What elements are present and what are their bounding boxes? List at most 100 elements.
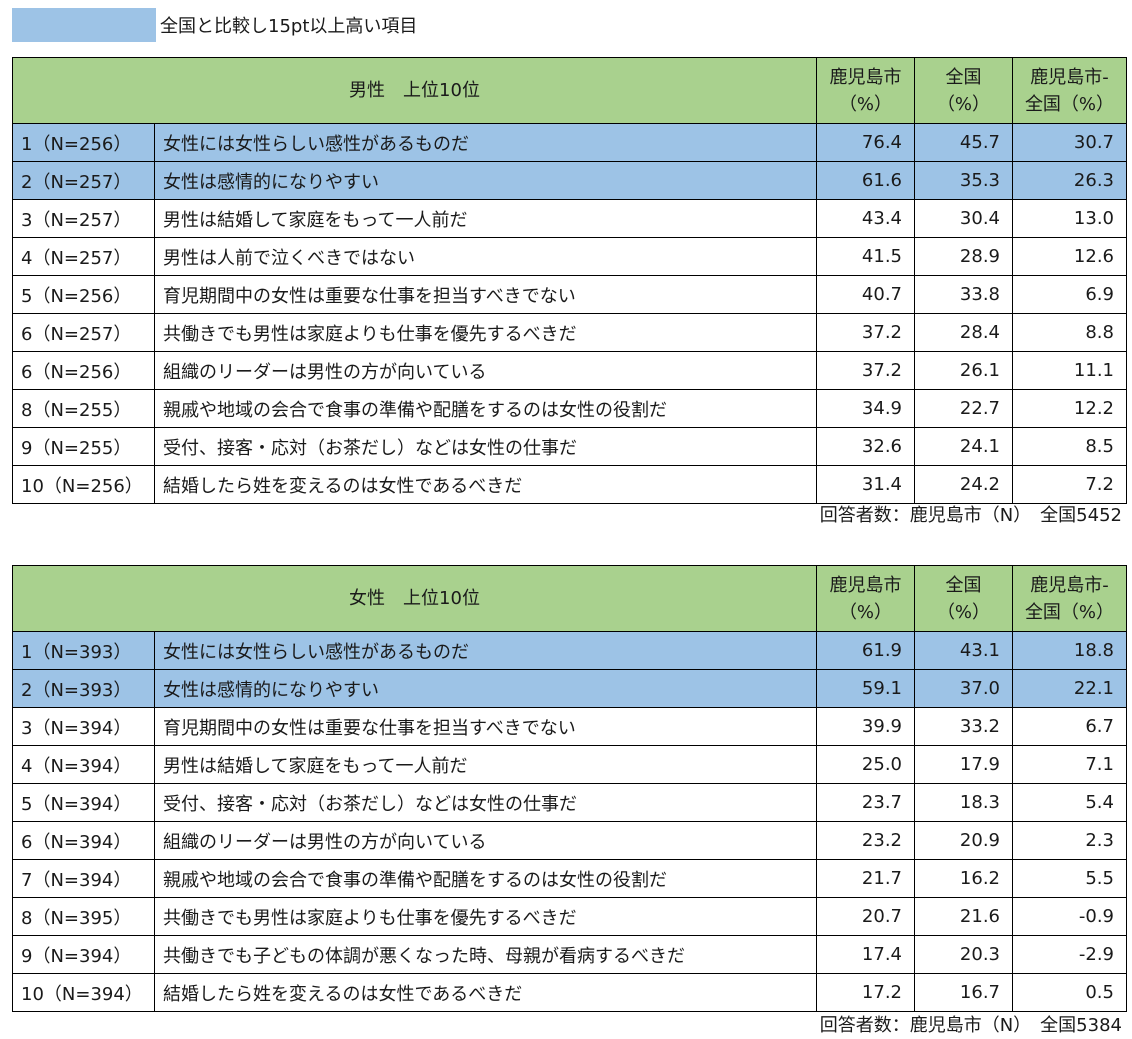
table-body: 1（N=256） 女性には女性らしい感性があるものだ 76.4 45.7 30.7 2（N… — [12, 123, 1127, 504]
header-diff: 鹿児島市- 全国（%） — [1012, 57, 1127, 124]
diff-value-cell: 6.9 — [1012, 275, 1127, 314]
item-cell: 男性は結婚して家庭をもって一人前だ — [154, 199, 817, 238]
rank-cell: 6（N=394） — [12, 821, 155, 860]
item-cell: 受付、接客・応対（お茶だし）などは女性の仕事だ — [154, 783, 817, 822]
table-title: 男性 上位10位 — [12, 57, 817, 124]
legend-text: 全国と比較し15pt以上高い項目 — [160, 16, 418, 37]
diff-value-cell: 5.5 — [1012, 859, 1127, 898]
item-cell: 受付、接客・応対（お茶だし）などは女性の仕事だ — [154, 427, 817, 466]
city-value-cell: 43.4 — [816, 199, 915, 238]
diff-value-cell: 5.4 — [1012, 783, 1127, 822]
table-row: 6（N=257） 共働きでも男性は家庭よりも仕事を優先するべきだ 37.2 28.4 8… — [12, 313, 1127, 352]
rank-cell: 4（N=257） — [12, 237, 155, 276]
national-value-cell: 28.4 — [914, 313, 1013, 352]
national-value-cell: 28.9 — [914, 237, 1013, 276]
item-cell: 女性には女性らしい感性があるものだ — [154, 631, 817, 670]
national-value-cell: 24.1 — [914, 427, 1013, 466]
item-cell: 男性は結婚して家庭をもって一人前だ — [154, 745, 817, 784]
item-cell: 育児期間中の女性は重要な仕事を担当すべきでない — [154, 707, 817, 746]
rank-cell: 6（N=257） — [12, 313, 155, 352]
item-cell: 親戚や地域の会合で食事の準備や配膳をするのは女性の役割だ — [154, 389, 817, 428]
national-value-cell: 18.3 — [914, 783, 1013, 822]
table-row: 2（N=393） 女性は感情的になりやすい 59.1 37.0 22.1 — [12, 669, 1127, 708]
item-cell: 女性には女性らしい感性があるものだ — [154, 123, 817, 162]
item-cell: 共働きでも子どもの体調が悪くなった時、母親が看病するべきだ — [154, 935, 817, 974]
table-row: 9（N=394） 共働きでも子どもの体調が悪くなった時、母親が看病するべきだ 17.… — [12, 935, 1127, 974]
national-value-cell: 20.9 — [914, 821, 1013, 860]
rank-cell: 10（N=394） — [12, 973, 155, 1012]
rank-cell: 2（N=393） — [12, 669, 155, 708]
table-row: 10（N=394） 結婚したら姓を変えるのは女性であるべきだ 17.2 16.7 0.5 — [12, 973, 1127, 1012]
header-diff: 鹿児島市- 全国（%） — [1012, 565, 1127, 632]
diff-value-cell: 12.6 — [1012, 237, 1127, 276]
diff-value-cell: 6.7 — [1012, 707, 1127, 746]
table-row: 7（N=394） 親戚や地域の会合で食事の準備や配膳をするのは女性の役割だ 21.7… — [12, 859, 1127, 898]
table-header-row: 男性 上位10位 鹿児島市 （%） 全国 （%） 鹿児島市- 全国（%） — [12, 57, 1127, 124]
national-value-cell: 16.2 — [914, 859, 1013, 898]
city-value-cell: 76.4 — [816, 123, 915, 162]
table-row: 8（N=255） 親戚や地域の会合で食事の準備や配膳をするのは女性の役割だ 34.9… — [12, 389, 1127, 428]
rank-cell: 6（N=256） — [12, 351, 155, 390]
national-value-cell: 33.2 — [914, 707, 1013, 746]
item-cell: 男性は人前で泣くべきではない — [154, 237, 817, 276]
national-value-cell: 21.6 — [914, 897, 1013, 936]
legend: 全国と比較し15pt以上高い項目 — [12, 8, 417, 42]
city-value-cell: 34.9 — [816, 389, 915, 428]
diff-value-cell: 8.8 — [1012, 313, 1127, 352]
female-top10-table: 女性 上位10位 鹿児島市 （%） 全国 （%） 鹿児島市- 全国（%） 1（N=39… — [12, 565, 1127, 1012]
rank-cell: 10（N=256） — [12, 465, 155, 504]
national-value-cell: 35.3 — [914, 161, 1013, 200]
city-value-cell: 61.6 — [816, 161, 915, 200]
table-body: 1（N=393） 女性には女性らしい感性があるものだ 61.9 43.1 18.8 2（N… — [12, 631, 1127, 1012]
city-value-cell: 23.7 — [816, 783, 915, 822]
city-value-cell: 59.1 — [816, 669, 915, 708]
table-row: 5（N=394） 受付、接客・応対（お茶だし）などは女性の仕事だ 23.7 18.3 5… — [12, 783, 1127, 822]
diff-value-cell: 26.3 — [1012, 161, 1127, 200]
header-city: 鹿児島市 （%） — [816, 57, 915, 124]
city-value-cell: 20.7 — [816, 897, 915, 936]
table-row: 8（N=395） 共働きでも男性は家庭よりも仕事を優先するべきだ 20.7 21.6-… — [12, 897, 1127, 936]
city-value-cell: 32.6 — [816, 427, 915, 466]
city-value-cell: 37.2 — [816, 313, 915, 352]
rank-cell: 1（N=393） — [12, 631, 155, 670]
national-value-cell: 33.8 — [914, 275, 1013, 314]
header-city: 鹿児島市 （%） — [816, 565, 915, 632]
rank-cell: 5（N=256） — [12, 275, 155, 314]
national-value-cell: 17.9 — [914, 745, 1013, 784]
respondent-note: 回答者数：鹿児島市（N） 全国5384 — [819, 1015, 1122, 1036]
city-value-cell: 41.5 — [816, 237, 915, 276]
national-value-cell: 24.2 — [914, 465, 1013, 504]
item-cell: 女性は感情的になりやすい — [154, 161, 817, 200]
rank-cell: 4（N=394） — [12, 745, 155, 784]
city-value-cell: 21.7 — [816, 859, 915, 898]
item-cell: 女性は感情的になりやすい — [154, 669, 817, 708]
rank-cell: 9（N=255） — [12, 427, 155, 466]
diff-value-cell: 0.5 — [1012, 973, 1127, 1012]
national-value-cell: 26.1 — [914, 351, 1013, 390]
city-value-cell: 17.2 — [816, 973, 915, 1012]
legend-swatch — [12, 8, 156, 42]
header-national: 全国 （%） — [914, 57, 1013, 124]
item-cell: 共働きでも男性は家庭よりも仕事を優先するべきだ — [154, 897, 817, 936]
table-row: 6（N=394） 組織のリーダーは男性の方が向いている 23.2 20.9 2.3 — [12, 821, 1127, 860]
table-header-row: 女性 上位10位 鹿児島市 （%） 全国 （%） 鹿児島市- 全国（%） — [12, 565, 1127, 632]
city-value-cell: 17.4 — [816, 935, 915, 974]
rank-cell: 2（N=257） — [12, 161, 155, 200]
city-value-cell: 40.7 — [816, 275, 915, 314]
item-cell: 組織のリーダーは男性の方が向いている — [154, 351, 817, 390]
item-cell: 親戚や地域の会合で食事の準備や配膳をするのは女性の役割だ — [154, 859, 817, 898]
city-value-cell: 23.2 — [816, 821, 915, 860]
table-row: 3（N=257） 男性は結婚して家庭をもって一人前だ 43.4 30.4 13.0 — [12, 199, 1127, 238]
rank-cell: 3（N=257） — [12, 199, 155, 238]
diff-value-cell: 18.8 — [1012, 631, 1127, 670]
rank-cell: 7（N=394） — [12, 859, 155, 898]
male-top10-table: 男性 上位10位 鹿児島市 （%） 全国 （%） 鹿児島市- 全国（%） 1（N=25… — [12, 57, 1127, 504]
national-value-cell: 22.7 — [914, 389, 1013, 428]
table-row: 4（N=257） 男性は人前で泣くべきではない 41.5 28.9 12.6 — [12, 237, 1127, 276]
diff-value-cell: -2.9 — [1012, 935, 1127, 974]
table-row: 1（N=256） 女性には女性らしい感性があるものだ 76.4 45.7 30.7 — [12, 123, 1127, 162]
rank-cell: 3（N=394） — [12, 707, 155, 746]
table-row: 10（N=256） 結婚したら姓を変えるのは女性であるべきだ 31.4 24.2 7.2 — [12, 465, 1127, 504]
table-row: 1（N=393） 女性には女性らしい感性があるものだ 61.9 43.1 18.8 — [12, 631, 1127, 670]
city-value-cell: 39.9 — [816, 707, 915, 746]
